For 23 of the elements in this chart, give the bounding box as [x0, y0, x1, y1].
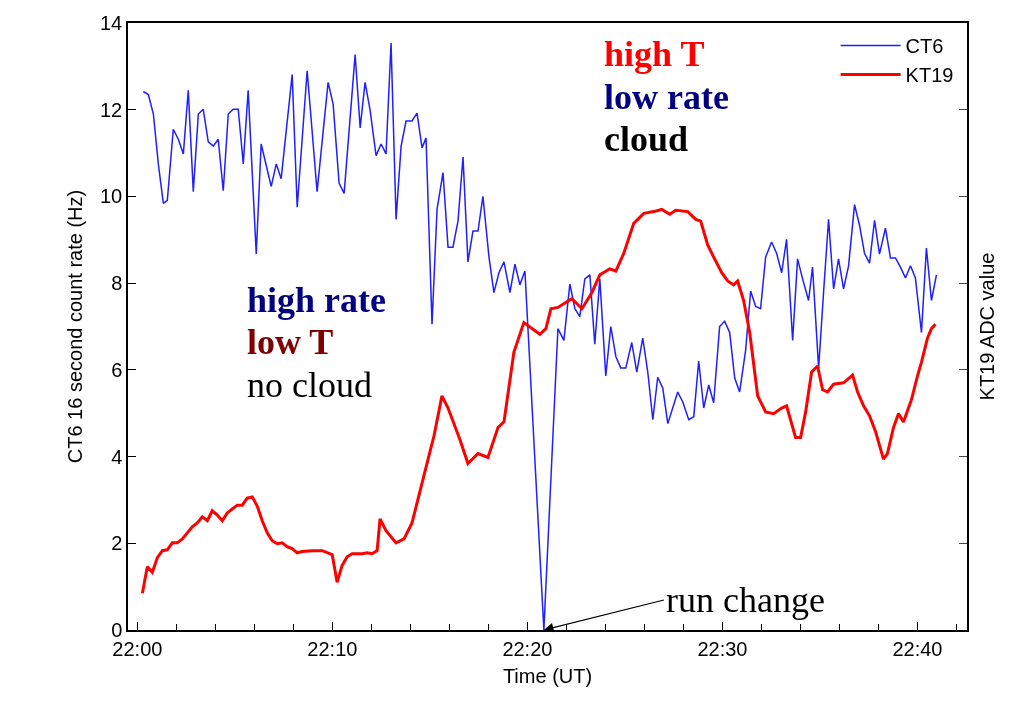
y-tick-label: 4 [111, 445, 123, 468]
y-tick-label: 8 [111, 272, 123, 295]
y2-axis-title: KT19 ADC value [975, 252, 998, 401]
y-tick-label: 10 [100, 185, 123, 208]
x-tick-label: 22:30 [697, 637, 748, 660]
y-tick-label: 2 [111, 532, 123, 555]
legend-label: KT19 [905, 64, 954, 87]
x-tick-label: 22:10 [307, 637, 358, 660]
annotation: high T [604, 34, 705, 74]
x-tick-label: 22:40 [892, 637, 943, 660]
y-axis-title: CT6 16 second count rate (Hz) [64, 189, 86, 464]
y-tick-label: 12 [100, 98, 123, 121]
x-axis-title: Time (UT) [502, 664, 593, 687]
annotation: low T [247, 322, 334, 362]
annotation: cloud [604, 119, 689, 159]
annotation: high rate [247, 280, 387, 320]
annotation: low rate [604, 77, 729, 117]
y-tick-label: 6 [111, 358, 123, 381]
y-tick-label: 14 [100, 12, 123, 34]
annotation: no cloud [247, 365, 372, 405]
x-tick-label: 22:20 [502, 637, 553, 660]
annotation: run change [666, 580, 825, 620]
legend-label: CT6 [905, 35, 944, 58]
